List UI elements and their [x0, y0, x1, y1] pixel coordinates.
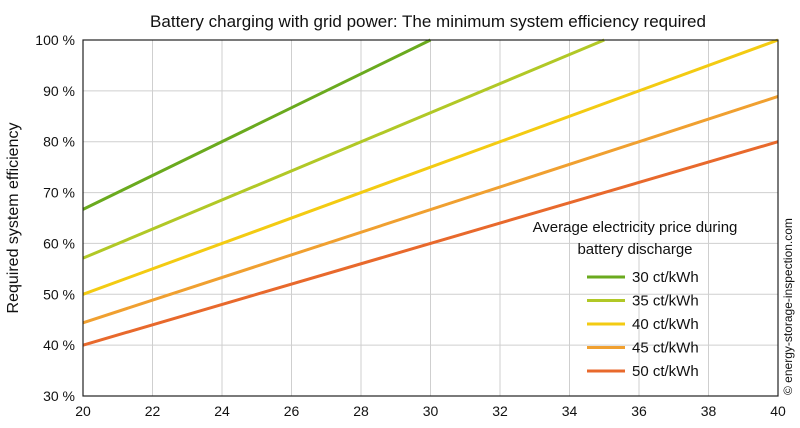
x-tick-label: 40 [770, 403, 786, 419]
x-tick-label: 22 [145, 403, 161, 419]
x-tick-label: 28 [353, 403, 369, 419]
x-tick-label: 36 [631, 403, 647, 419]
x-tick-label: 20 [75, 403, 91, 419]
y-tick-label: 40 % [43, 337, 75, 353]
watermark-text: © energy-storage-inspection.com [781, 218, 795, 395]
legend-title-line1: Average electricity price during [533, 219, 738, 236]
y-tick-label: 30 % [43, 388, 75, 404]
series-line-35ct [82, 38, 605, 260]
legend: 30 ct/kWh 35 ct/kWh 40 ct/kWh 45 ct/kWh 50 c… [587, 269, 699, 380]
legend-label: 50 ct/kWh [632, 363, 699, 380]
x-tick-label: 26 [284, 403, 300, 419]
legend-title-line2: battery discharge [577, 241, 692, 258]
legend-label: 30 ct/kWh [632, 269, 699, 286]
series-line-45ct [82, 95, 779, 325]
x-tick-label: 24 [214, 403, 230, 419]
plot-frame [82, 39, 779, 397]
legend-label: 40 ct/kWh [632, 316, 699, 333]
y-tick-label: 80 % [43, 134, 75, 150]
x-tick-label: 30 [423, 403, 439, 419]
series-line-40ct [82, 38, 779, 296]
series-layer [82, 38, 779, 347]
y-tick-label: 70 % [43, 185, 75, 201]
y-tick-label: 60 % [43, 235, 75, 251]
y-tick-label: 100 % [35, 32, 75, 48]
x-tick-label: 38 [701, 403, 717, 419]
x-tick-label: 34 [562, 403, 578, 419]
legend-label: 35 ct/kWh [632, 293, 699, 310]
y-axis-label: Required system efficiency [5, 123, 22, 314]
chart-title: Battery charging with grid power: The mi… [150, 12, 706, 31]
legend-label: 45 ct/kWh [632, 340, 699, 357]
tick-layer: 20 22 24 26 28 30 32 34 36 38 40 30 % 40 % 50 % 60 % 70… [35, 32, 786, 419]
y-tick-label: 50 % [43, 286, 75, 302]
series-line-30ct [82, 38, 432, 211]
series-line-50ct [82, 140, 779, 347]
y-tick-label: 90 % [43, 83, 75, 99]
x-tick-label: 32 [492, 403, 508, 419]
